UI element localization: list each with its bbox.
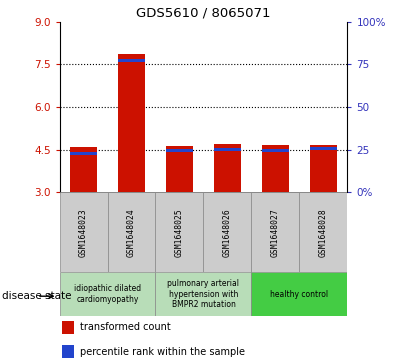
Bar xyxy=(108,192,155,272)
Bar xyxy=(60,192,108,272)
Text: GSM1648027: GSM1648027 xyxy=(271,208,280,257)
Bar xyxy=(310,147,337,150)
Text: GSM1648026: GSM1648026 xyxy=(223,208,232,257)
Bar xyxy=(70,152,97,155)
Bar xyxy=(203,192,252,272)
Bar xyxy=(118,54,145,192)
Bar xyxy=(214,144,240,192)
Text: healthy control: healthy control xyxy=(270,290,328,298)
Bar xyxy=(252,192,299,272)
Title: GDS5610 / 8065071: GDS5610 / 8065071 xyxy=(136,6,271,19)
Bar xyxy=(118,59,145,62)
Bar xyxy=(62,345,74,358)
Bar xyxy=(166,149,193,152)
Bar xyxy=(70,147,97,192)
Bar xyxy=(310,144,337,192)
Text: transformed count: transformed count xyxy=(80,322,171,332)
Bar xyxy=(60,272,155,316)
Bar xyxy=(155,272,252,316)
Text: GSM1648024: GSM1648024 xyxy=(127,208,136,257)
Text: percentile rank within the sample: percentile rank within the sample xyxy=(80,347,245,357)
Text: idiopathic dilated
cardiomyopathy: idiopathic dilated cardiomyopathy xyxy=(74,284,141,304)
Bar xyxy=(299,192,347,272)
Text: disease state: disease state xyxy=(2,291,72,301)
Bar xyxy=(214,148,240,151)
Bar xyxy=(262,149,289,152)
Text: GSM1648028: GSM1648028 xyxy=(319,208,328,257)
Text: GSM1648025: GSM1648025 xyxy=(175,208,184,257)
Bar xyxy=(62,321,74,334)
Text: GSM1648023: GSM1648023 xyxy=(79,208,88,257)
Bar xyxy=(166,146,193,192)
Text: pulmonary arterial
hypertension with
BMPR2 mutation: pulmonary arterial hypertension with BMP… xyxy=(167,279,240,309)
Bar xyxy=(252,272,347,316)
Bar xyxy=(155,192,203,272)
Bar xyxy=(262,146,289,192)
